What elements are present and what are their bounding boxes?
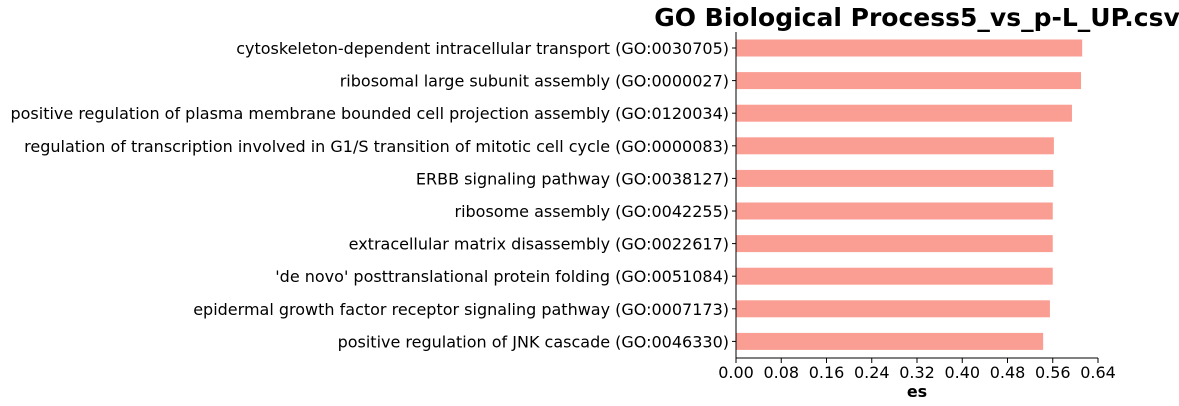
category-label: 'de novo' posttranslational protein fold… — [275, 267, 729, 286]
x-tick-label: 0.32 — [899, 363, 935, 382]
bar — [736, 39, 1083, 57]
x-axis-label: es — [907, 382, 927, 401]
category-label: ERBB signaling pathway (GO:0038127) — [416, 169, 729, 188]
category-label: epidermal growth factor receptor signali… — [193, 300, 729, 319]
x-tick-label: 0.56 — [1035, 363, 1071, 382]
bar — [736, 137, 1054, 155]
bar — [736, 235, 1053, 253]
chart-title: GO Biological Process5_vs_p-L_UP.csv — [654, 3, 1179, 32]
bar — [736, 72, 1082, 90]
x-tick-label: 0.00 — [718, 363, 754, 382]
category-label: cytoskeleton-dependent intracellular tra… — [236, 39, 729, 58]
category-label: ribosomal large subunit assembly (GO:000… — [340, 72, 729, 91]
bar — [736, 202, 1053, 220]
category-label: positive regulation of JNK cascade (GO:0… — [338, 332, 729, 351]
category-labels: cytoskeleton-dependent intracellular tra… — [10, 39, 736, 351]
category-label: ribosome assembly (GO:0042255) — [454, 202, 729, 221]
bar — [736, 300, 1050, 318]
x-tick-label: 0.16 — [809, 363, 845, 382]
bar — [736, 332, 1044, 350]
x-tick-label: 0.08 — [763, 363, 799, 382]
x-tick-label: 0.40 — [944, 363, 980, 382]
bar — [736, 267, 1053, 285]
bar — [736, 104, 1072, 122]
category-label: extracellular matrix disassembly (GO:002… — [349, 235, 729, 254]
bars-group — [736, 39, 1083, 350]
x-tick-label: 0.24 — [854, 363, 890, 382]
x-tick-label: 0.64 — [1080, 363, 1116, 382]
x-axis-ticks: 0.00 0.08 0.16 0.24 0.32 0.40 0.48 0.56 0.64 — [718, 358, 1116, 382]
x-tick-label: 0.48 — [990, 363, 1026, 382]
bar — [736, 169, 1054, 187]
category-label: regulation of transcription involved in … — [24, 137, 729, 156]
category-label: positive regulation of plasma membrane b… — [10, 104, 729, 123]
